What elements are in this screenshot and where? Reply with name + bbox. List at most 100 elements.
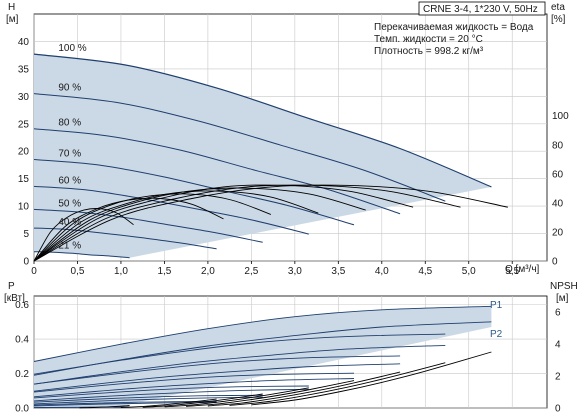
power-curve-p1 [33,333,446,375]
speed-label: 100 % [58,43,86,54]
head-operating-envelope [34,54,492,258]
head-panel: 100 % 90 % 80 % 70 % 60 % 50 % 40 % 21 % 0 0,5 1,… [6,1,569,277]
y-left-tick-label: 30 [18,92,30,103]
x-tick-label: 4,5 [418,266,432,277]
speed-label: 70 % [58,148,81,159]
y-right-tick-label: 40 [552,198,564,209]
p-tick-label: 0.6 [15,300,29,311]
efficiency-curve [33,184,414,262]
power-curves [33,305,492,409]
x-tick-label: 0 [31,266,37,277]
power-curve-p2 [33,396,263,405]
y-right-label-eta: eta [551,2,565,13]
efficiency-curve [33,197,224,262]
speed-label: 80 % [58,118,81,129]
y-left-tick-label: 0 [23,257,29,268]
power-curve-p2 [33,406,130,409]
npsh-tick-label: 2 [555,372,561,383]
head-curve-80pct [33,128,401,215]
series-label-p2: P2 [490,329,503,340]
power-curve-p1 [33,385,309,399]
npsh-tick-label: 4 [555,340,561,351]
efficiency-curve [33,208,134,262]
head-curve-60pct [33,185,309,235]
x-axis-label: Q [м³/ч] [505,264,540,275]
head-axis-ticks: 0 0,5 1,0 1,5 2,0 2,5 3,0 3,5 4,0 4,5 5,0 5,5 0 5 10 15… [18,37,569,277]
npsh-tick-label: 0 [555,404,561,415]
npsh-curve [186,380,355,407]
y-left-tick-label: 25 [18,119,30,130]
efficiency-curves [33,184,508,262]
efficiency-curve [33,190,319,262]
x-tick-label: 3,5 [331,266,345,277]
npsh-axis-unit: [м] [556,293,569,304]
power-envelope [34,306,492,408]
efficiency-curve [33,193,272,262]
x-tick-label: 5,5 [505,266,519,277]
speed-label: 40 % [58,217,81,228]
head-curve-90pct [33,93,446,202]
head-curve-21pct [33,251,130,259]
npsh-curve [79,405,130,409]
head-curve-70pct [33,159,355,226]
head-curve-100pct [33,53,492,188]
info-temperature: Темп. жидкости = 20 °C [374,34,483,45]
npsh-curve [120,398,217,408]
npsh-tick-label: 6 [555,308,561,319]
power-curve-p1 [33,305,492,362]
power-curve-p1 [33,394,263,403]
power-operating-envelope [34,306,492,408]
head-curve-50pct [33,208,263,243]
x-tick-label: 3,0 [288,266,302,277]
y-left-label-h: H [8,2,15,13]
y-right-label-unit: [%] [551,14,566,25]
npsh-axis-label: NPSH [550,281,578,292]
head-curve-40pct [33,227,217,250]
x-tick-label: 4,0 [375,266,389,277]
y-right-tick-label: 60 [552,169,564,180]
y-left-tick-label: 15 [18,174,30,185]
y-left-tick-label: 20 [18,147,30,158]
npsh-curve [164,387,309,408]
power-panel: 0.0 0.2 0.4 0.6 0 2 4 6 P [кВт] NPSH [м] P1 P2 [4,281,578,415]
power-curve-p1 [33,372,355,393]
power-curve-p1 [33,401,217,406]
speed-label: 21 % [58,241,81,252]
info-density: Плотность = 998.2 кг/м³ [374,46,484,57]
power-curve-p1 [33,355,401,385]
y-right-tick-label: 0 [552,257,558,268]
npsh-curves [79,351,492,409]
speed-label: 90 % [58,83,81,94]
head-speed-curves [33,53,492,259]
power-curve-p2 [33,388,309,402]
x-tick-label: 5,0 [462,266,476,277]
p-axis-unit: [кВт] [4,293,25,304]
info-liquid: Перекачиваемая жидкость = Вода [374,22,534,33]
speed-label: 50 % [58,198,81,209]
npsh-curve [142,393,263,408]
p-tick-label: 0.0 [15,404,29,415]
efficiency-curve [33,184,508,262]
y-right-tick-label: 20 [552,227,564,238]
npsh-curve [251,351,492,406]
p-axis-label: P [8,281,15,292]
series-label-p1: P1 [490,300,503,311]
x-tick-label: 2,5 [244,266,258,277]
power-curve-p2 [33,402,217,407]
speed-label: 60 % [58,175,81,186]
power-axis-ticks: 0.0 0.2 0.4 0.6 0 2 4 6 [15,300,561,414]
x-tick-label: 1,0 [114,266,128,277]
y-right-tick-label: 100 [552,111,569,122]
y-left-label-unit: [м] [6,14,19,25]
power-curve-p2 [33,378,355,398]
x-tick-label: 0,5 [71,266,85,277]
power-curve-p2 [33,363,401,392]
y-left-tick-label: 40 [18,37,30,48]
efficiency-curve [33,184,461,262]
y-left-tick-label: 5 [23,229,29,240]
y-left-tick-label: 10 [18,202,30,213]
power-curve-p2 [33,344,446,385]
npsh-curve [207,371,401,407]
